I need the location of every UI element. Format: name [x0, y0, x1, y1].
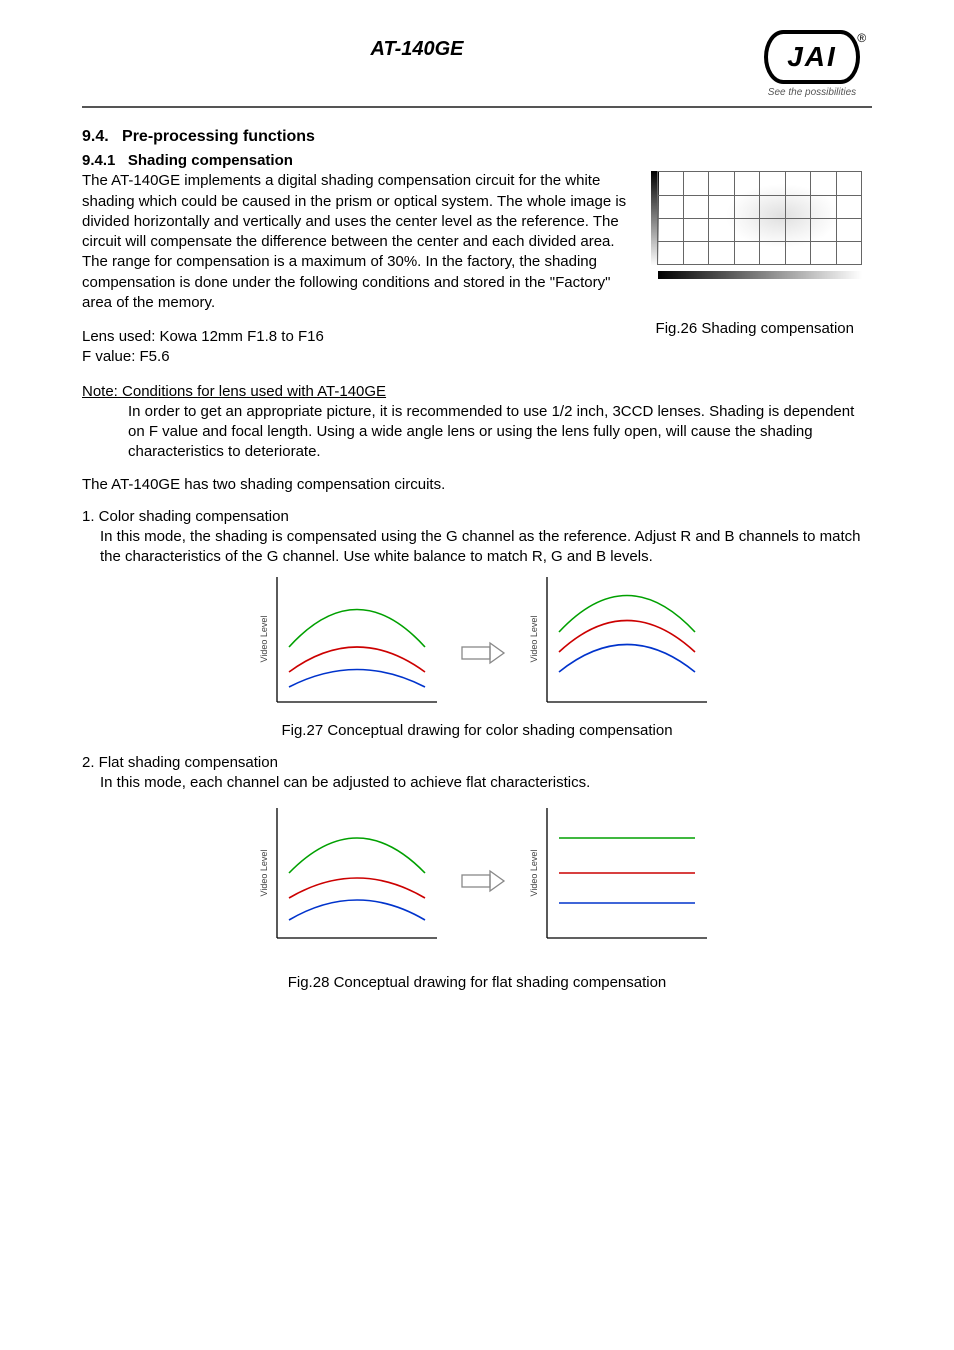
- doc-title: AT-140GE: [82, 36, 752, 63]
- fig27: Video Level Video Level: [82, 572, 872, 717]
- r-curve: [289, 878, 425, 898]
- grid-icon: [657, 171, 862, 265]
- r-curve: [289, 647, 425, 672]
- axis-label: Video Level: [529, 850, 539, 897]
- arrow-icon: [462, 643, 504, 663]
- note-block: Note: Conditions for lens used with AT-1…: [82, 382, 872, 463]
- g-curve: [289, 609, 425, 647]
- item2-title: 2. Flat shading compensation: [82, 753, 872, 773]
- b-curve: [289, 669, 425, 687]
- registered-icon: ®: [857, 30, 868, 46]
- arrow-icon: [462, 871, 504, 891]
- g-curve: [289, 838, 425, 873]
- logo: JAI ® See the possibilities: [752, 30, 872, 100]
- item2-body: In this mode, each channel can be adjust…: [100, 773, 872, 793]
- section-number: 9.4.: [82, 128, 109, 145]
- axis-label: Video Level: [259, 615, 269, 662]
- intro-text: The AT-140GE implements a digital shadin…: [82, 171, 634, 313]
- header: AT-140GE JAI ® See the possibilities: [82, 30, 872, 100]
- r-curve: [559, 620, 695, 652]
- fig26: [652, 171, 872, 279]
- fig28-caption: Fig.28 Conceptual drawing for flat shadi…: [82, 973, 872, 993]
- axis-label: Video Level: [259, 850, 269, 897]
- fig26-caption: Fig.26 Shading compensation: [656, 319, 854, 339]
- fig28: Video Level Video Level: [82, 803, 872, 953]
- section-heading: 9.4. Pre-processing functions: [82, 126, 872, 148]
- item2: 2. Flat shading compensation In this mod…: [82, 753, 872, 794]
- lens-block: Lens used: Kowa 12mm F1.8 to F16 F value…: [82, 327, 324, 368]
- logo-text: JAI: [787, 38, 837, 76]
- logo-mark: JAI ®: [764, 30, 860, 84]
- section-title: Pre-processing functions: [122, 128, 315, 145]
- note-body: In order to get an appropriate picture, …: [128, 402, 862, 463]
- sub-heading: 9.4.1 Shading compensation: [82, 151, 872, 171]
- fig28-svg: Video Level Video Level: [217, 803, 737, 953]
- fig27-caption: Fig.27 Conceptual drawing for color shad…: [82, 721, 872, 741]
- intro-block: The AT-140GE implements a digital shadin…: [82, 171, 872, 313]
- two-circuits: The AT-140GE has two shading compensatio…: [82, 475, 872, 495]
- item1: 1. Color shading compensation In this mo…: [82, 507, 872, 568]
- header-rule: [82, 106, 872, 108]
- b-curve: [289, 900, 425, 920]
- g-curve: [559, 595, 695, 632]
- fig26-diagram: [657, 171, 867, 279]
- note-heading: Note: Conditions for lens used with AT-1…: [82, 383, 386, 400]
- b-curve: [559, 644, 695, 672]
- fig27-svg: Video Level Video Level: [217, 572, 737, 717]
- sub-number: 9.4.1: [82, 152, 115, 169]
- logo-tagline: See the possibilities: [768, 86, 856, 100]
- item1-title: 1. Color shading compensation: [82, 507, 872, 527]
- item1-body: In this mode, the shading is compensated…: [100, 527, 872, 568]
- sub-title: Shading compensation: [128, 152, 293, 169]
- lens-line2: F value: F5.6: [82, 347, 324, 367]
- h-gradient-icon: [658, 271, 862, 279]
- axis-label: Video Level: [529, 615, 539, 662]
- lens-line1: Lens used: Kowa 12mm F1.8 to F16: [82, 327, 324, 347]
